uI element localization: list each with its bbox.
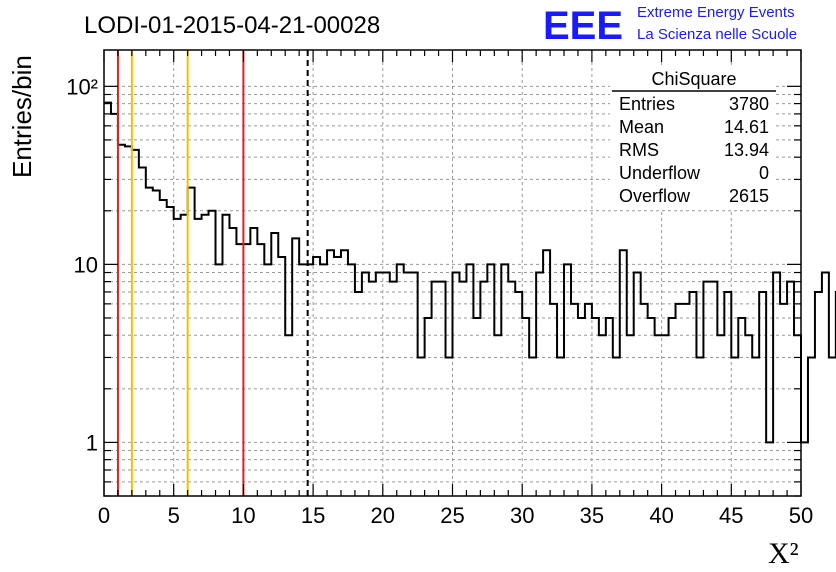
x-tick-label: 15	[301, 503, 325, 528]
stats-box: ChiSquare Entries 3780 Mean 14.61 RMS 13…	[610, 66, 776, 209]
y-axis-label: Entries/bin	[7, 55, 37, 178]
stats-label-entries: Entries	[619, 94, 675, 114]
axes: 0 5 10 15 20 25 30 35 40 45 50 1 10 10²	[66, 49, 813, 528]
eee-logo: EEE Extreme Energy Events La Scienza nel…	[543, 4, 797, 48]
histogram-series	[104, 101, 836, 444]
x-tick-label: 5	[168, 503, 180, 528]
eee-logo-line2: La Scienza nelle Scuole	[637, 26, 797, 43]
x-tick-label: 10	[231, 503, 255, 528]
eee-logo-mark: EEE	[543, 4, 623, 48]
stats-label-rms: RMS	[619, 140, 659, 160]
stats-value-underflow: 0	[759, 163, 769, 183]
stats-label-underflow: Underflow	[619, 163, 701, 183]
x-tick-label: 25	[440, 503, 464, 528]
eee-logo-line1: Extreme Energy Events	[637, 4, 795, 21]
stats-box-title: ChiSquare	[651, 69, 736, 89]
y-tick-label: 10²	[66, 74, 98, 99]
x-tick-label: 20	[371, 503, 395, 528]
chart-title: LODI-01-2015-04-21-00028	[84, 12, 380, 39]
x-tick-label: 35	[580, 503, 604, 528]
x-tick-label: 0	[98, 503, 110, 528]
stats-label-overflow: Overflow	[619, 186, 691, 206]
cut-markers	[116, 50, 309, 496]
x-tick-label: 50	[789, 503, 813, 528]
stats-label-mean: Mean	[619, 117, 664, 137]
x-axis-label: X²	[768, 537, 799, 570]
y-tick-label: 10	[74, 252, 98, 277]
histogram-line	[104, 101, 836, 444]
stats-box-background	[610, 66, 776, 209]
stats-value-overflow: 2615	[729, 186, 769, 206]
stats-value-rms: 13.94	[724, 140, 769, 160]
stats-value-entries: 3780	[729, 94, 769, 114]
stats-value-mean: 14.61	[724, 117, 769, 137]
x-tick-label: 30	[510, 503, 534, 528]
y-tick-label: 1	[86, 430, 98, 455]
x-tick-label: 40	[649, 503, 673, 528]
x-tick-label: 45	[719, 503, 743, 528]
